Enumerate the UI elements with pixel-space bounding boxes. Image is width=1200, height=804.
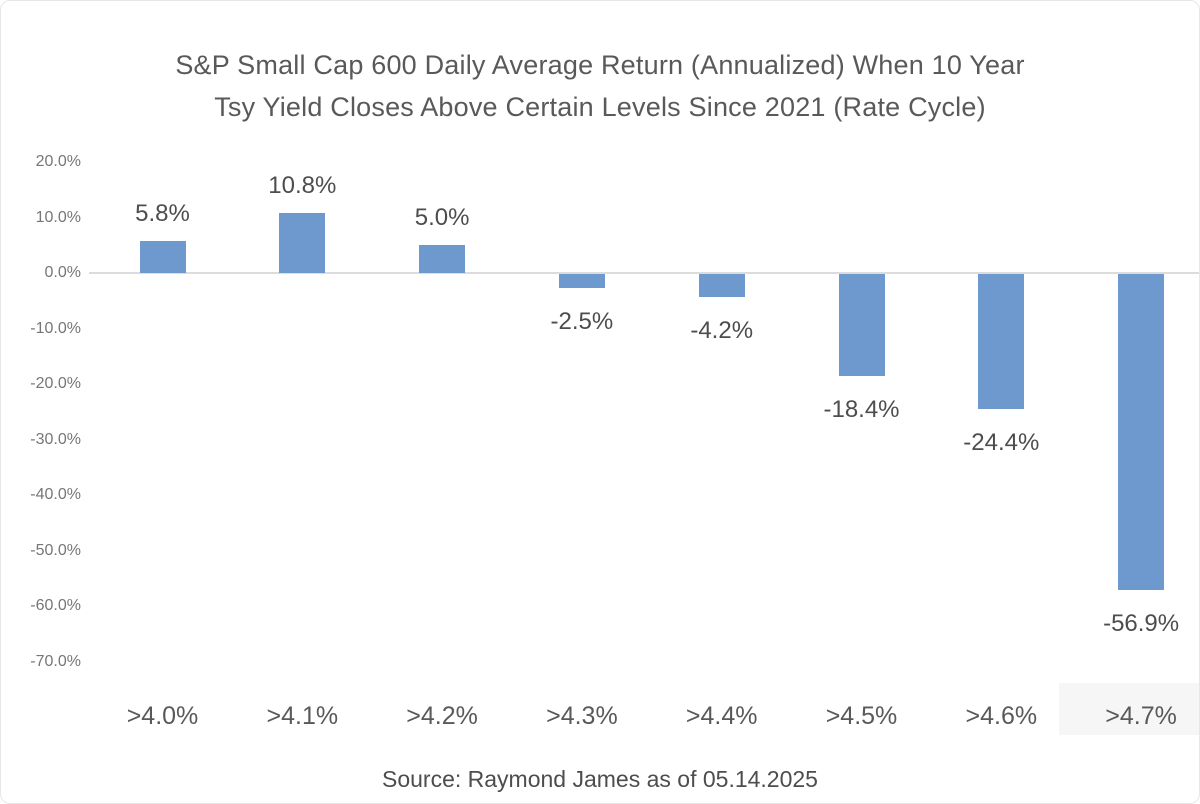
x-tick-label: >4.4% [685, 702, 758, 730]
data-label: -18.4% [823, 396, 900, 424]
category-highlight [1059, 683, 1199, 735]
bar [419, 245, 466, 273]
y-tick-label: -30.0% [30, 430, 81, 448]
bar [558, 274, 605, 288]
y-tick-label: 0.0% [44, 264, 81, 281]
data-label: -4.2% [690, 317, 754, 345]
chart-title: S&P Small Cap 600 Daily Average Return (… [175, 50, 1025, 122]
y-tick-label: -40.0% [30, 486, 81, 503]
data-label: -56.9% [1103, 609, 1180, 637]
data-label: 10.8% [268, 172, 337, 200]
data-label: -24.4% [963, 429, 1040, 457]
bar [279, 213, 326, 273]
x-tick-label: >4.7% [1105, 702, 1177, 730]
bar [698, 274, 745, 298]
y-tick-label: 10.0% [35, 208, 81, 226]
x-tick-label: >4.5% [825, 702, 898, 730]
y-tick-label: -60.0% [30, 597, 81, 614]
bar [838, 274, 885, 377]
source-note: Source: Raymond James as of 05.14.2025 [382, 766, 818, 792]
bar [139, 240, 186, 273]
y-tick-label: -20.0% [30, 375, 81, 392]
x-tick-label: >4.2% [406, 702, 478, 730]
x-tick-label: >4.0% [126, 702, 199, 730]
x-tick-label: >4.1% [266, 702, 339, 730]
bar [978, 274, 1025, 410]
x-tick-label: >4.6% [965, 702, 1038, 730]
y-axis: 20.0% 10.0% 0.0% -10.0% -20.0% -30.0% -40.0% -5… [1, 1, 81, 803]
y-tick-label: -50.0% [30, 541, 81, 559]
data-label: -2.5% [550, 307, 614, 335]
x-tick-label: >4.3% [546, 702, 618, 730]
data-label: 5.0% [414, 204, 470, 232]
bar [1118, 274, 1165, 590]
y-tick-label: -10.0% [30, 319, 81, 337]
data-label: 5.8% [135, 199, 190, 227]
y-tick-label: -70.0% [30, 652, 81, 670]
y-tick-label: 20.0% [35, 153, 81, 170]
zero-axis-line [89, 272, 1199, 274]
